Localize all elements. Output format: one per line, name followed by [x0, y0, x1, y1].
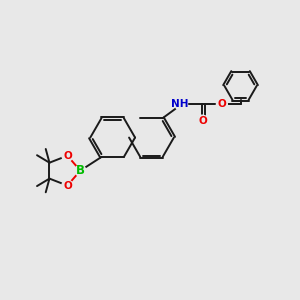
Text: NH: NH [171, 100, 189, 110]
Circle shape [216, 99, 227, 110]
Text: O: O [218, 100, 226, 110]
Circle shape [62, 150, 73, 161]
Circle shape [76, 166, 85, 175]
Circle shape [63, 152, 71, 160]
Text: B: B [76, 164, 85, 177]
Circle shape [175, 98, 188, 111]
Circle shape [63, 182, 71, 190]
Circle shape [218, 100, 226, 109]
Text: O: O [63, 151, 72, 161]
Circle shape [197, 115, 208, 126]
Circle shape [62, 180, 73, 191]
Circle shape [199, 117, 206, 124]
Text: O: O [198, 116, 207, 126]
Text: O: O [63, 181, 72, 190]
Circle shape [75, 165, 86, 176]
